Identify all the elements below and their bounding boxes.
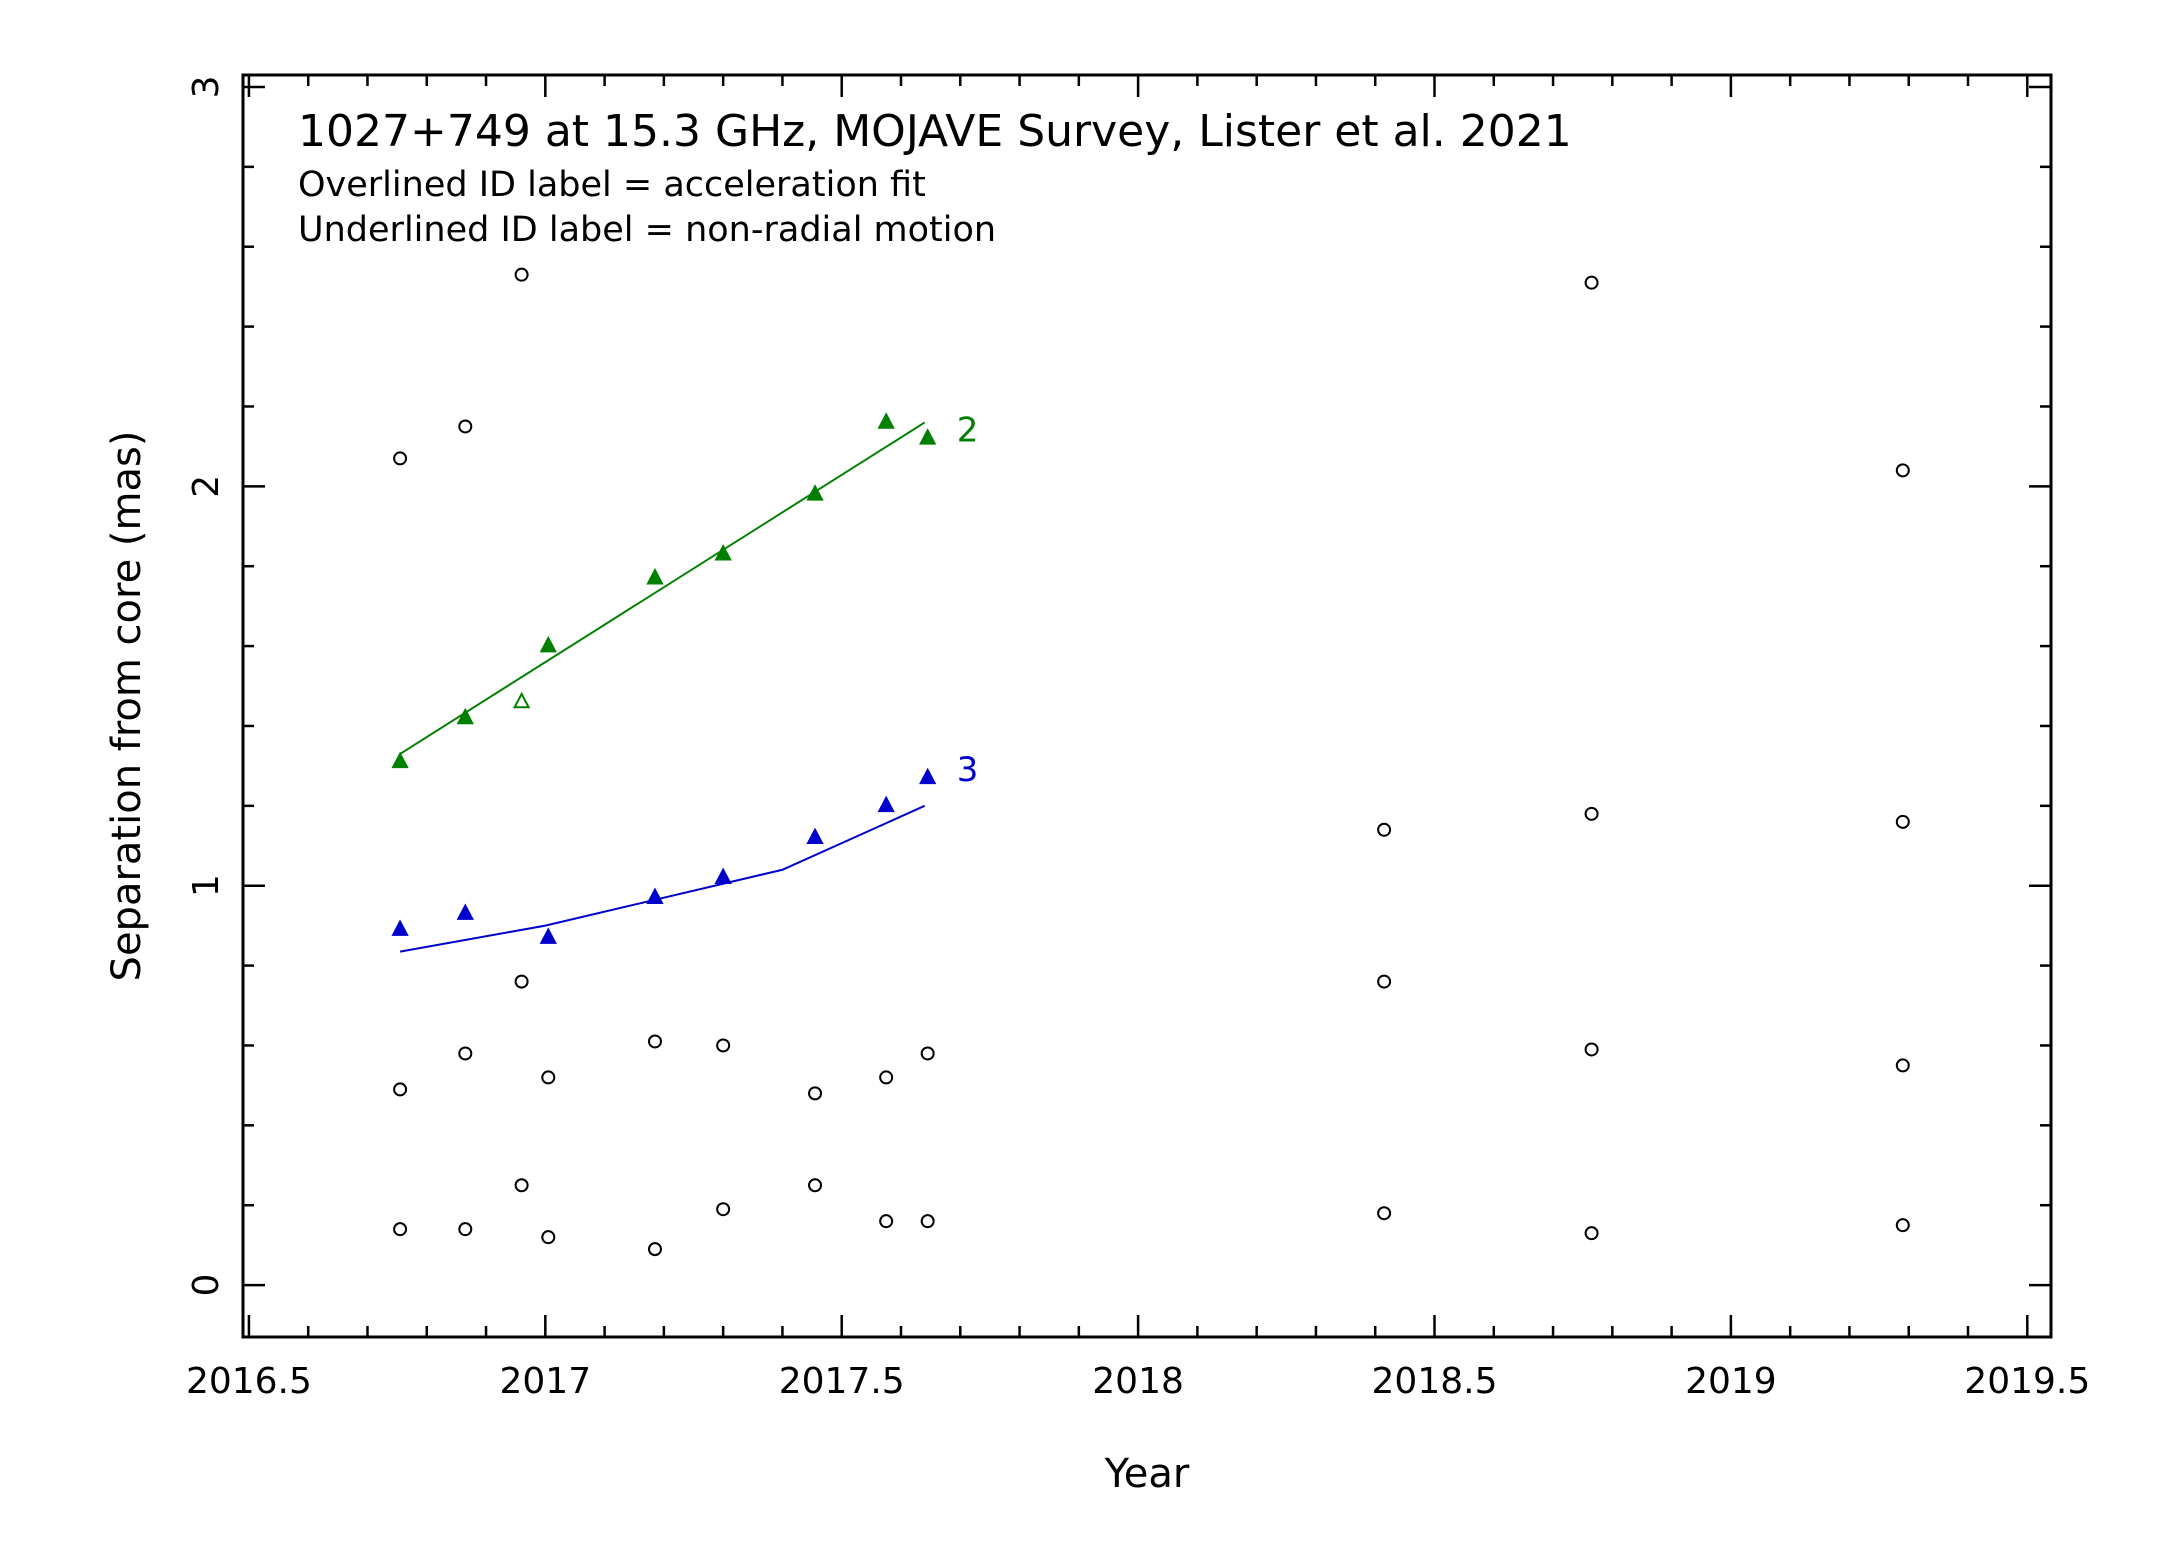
data-point [808,1086,823,1101]
data-point-3 [456,903,474,920]
data-point [879,1070,894,1085]
data-point [541,1230,556,1245]
x-axis-label: Year [1104,1451,1190,1497]
fit-line-2 [399,421,926,755]
data-point [1895,463,1910,478]
data-point-2 [539,635,557,653]
data-point [920,1046,935,1061]
data-point [920,1214,935,1229]
note-non-radial: Underlined ID label = non-radial motion [298,210,996,250]
fit-line-3 [399,804,926,953]
data-point [1895,814,1910,829]
data-point [1584,1042,1599,1057]
data-point [458,1222,473,1237]
data-point [808,1178,823,1193]
x-tick-label: 2019.5 [1964,1361,2090,1402]
data-point [647,1242,662,1257]
data-point [1895,1218,1910,1233]
note-acceleration: Overlined ID label = acceleration fit [298,165,926,205]
data-point [1584,1226,1599,1241]
data-point-3 [646,887,664,904]
data-point-2 [391,751,409,769]
data-point-3 [714,867,732,884]
data-point [514,1178,529,1193]
y-tick-label: 0 [186,1274,227,1297]
data-point [1584,806,1599,821]
data-point [716,1038,731,1053]
x-tick-label: 2017.5 [779,1361,905,1402]
x-tick-label: 2019 [1685,1361,1777,1402]
data-point-3 [806,827,824,845]
data-point [1377,822,1392,837]
series-label-2: 2 [957,410,979,450]
x-tick-label: 2018.5 [1372,1361,1498,1402]
data-point-2 [806,484,824,501]
data-point [458,1046,473,1061]
data-point [514,974,529,989]
data-point [393,1222,408,1237]
y-tick-label: 3 [186,76,227,99]
data-point [393,1082,408,1097]
data-point [716,1202,731,1217]
data-point-2 [714,544,732,561]
y-tick-label: 2 [186,475,227,498]
data-point [647,1034,662,1049]
data-point [514,267,529,282]
x-tick-label: 2018 [1092,1361,1184,1402]
y-axis-label: Separation from core (mas) [104,431,150,982]
data-point-2 [456,707,474,725]
y-tick-label: 1 [186,874,227,897]
x-tick-label: 2017 [500,1361,592,1402]
data-point-3 [391,919,409,936]
data-point [541,1070,556,1085]
data-point [1584,275,1599,290]
data-point [1377,974,1392,989]
data-point-2 [919,428,937,445]
chart-title: 1027+749 at 15.3 GHz, MOJAVE Survey, Lis… [298,106,1572,157]
x-tick-label: 2016.5 [186,1361,312,1402]
data-point-2 [877,412,895,429]
data-point [1895,1058,1910,1073]
data-point [879,1214,894,1229]
plot-frame [241,73,2053,1339]
data-point-3 [919,767,937,785]
series-label-3: 3 [957,750,979,790]
unused-point-2 [512,691,531,709]
data-point [458,419,473,434]
data-point [1377,1206,1392,1221]
data-point [393,451,408,466]
data-point-2 [646,568,664,585]
data-point-3 [539,927,557,944]
data-point-3 [877,795,895,813]
